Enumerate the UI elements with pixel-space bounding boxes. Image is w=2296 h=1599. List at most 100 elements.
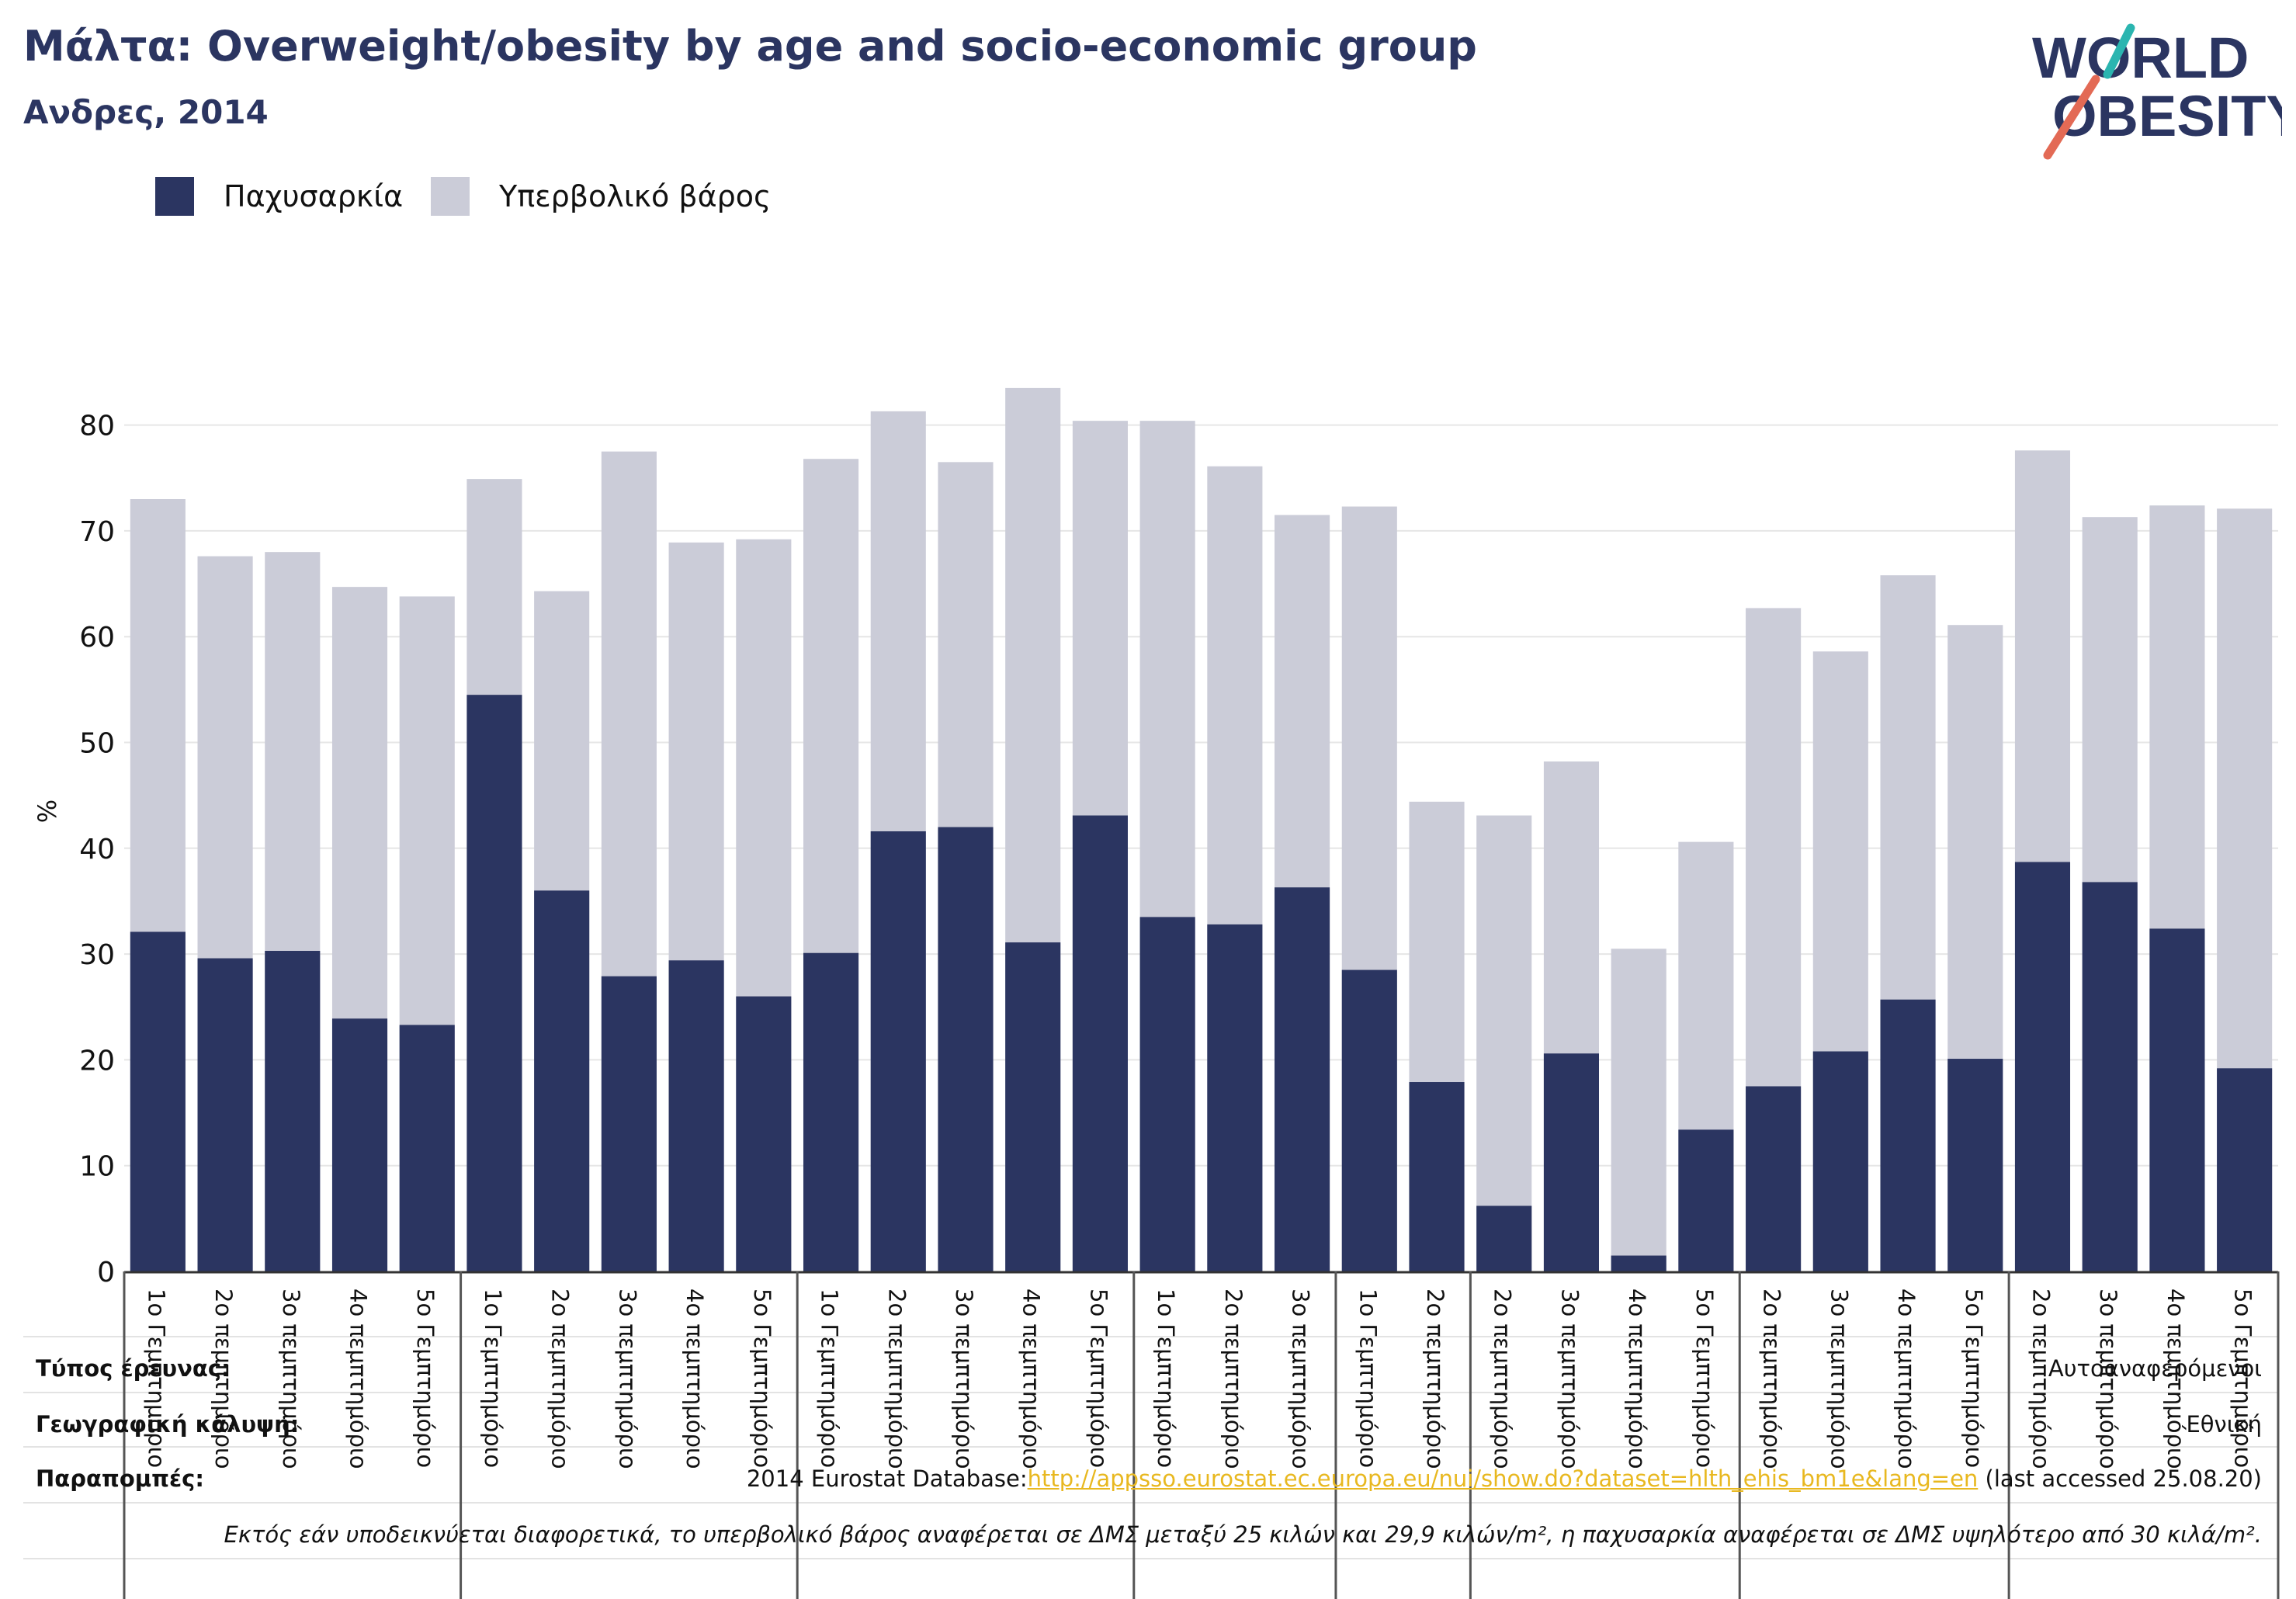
- references-value: 2014 Eurostat Database:http://appsso.eur…: [747, 1465, 2262, 1492]
- y-tick-label: 80: [79, 411, 115, 442]
- bar-obesity: [466, 695, 522, 1271]
- bar-obesity: [938, 827, 994, 1271]
- x-tick-label: 1ο Γεμπτημόριο: [1153, 1289, 1179, 1468]
- chart-title: Μάλτα: Overweight/obesity by age and soc…: [23, 22, 1477, 71]
- y-tick-label: 30: [79, 939, 115, 971]
- bar-obesity: [1072, 815, 1128, 1271]
- references-prefix: 2014 Eurostat Database:: [746, 1465, 1028, 1492]
- bar-obesity: [1947, 1059, 2003, 1271]
- x-tick-label: 4ο πεμπτημόριο: [1624, 1289, 1650, 1469]
- x-tick-label: 4ο πεμπτημόριο: [345, 1289, 372, 1469]
- x-tick-label: 5ο Γεμπτημόριο: [749, 1289, 775, 1468]
- bar-obesity: [2082, 882, 2138, 1271]
- bar-obesity: [130, 931, 186, 1271]
- world-obesity-logo: WORLD OBESITY: [2032, 23, 2282, 160]
- chart-subtitle: Ανδρες, 2014: [23, 93, 269, 131]
- x-tick-label: 3ο πεμπτημόριο: [1556, 1289, 1583, 1469]
- legend-label-overweight: Υπερβολικό βάρος: [499, 179, 772, 213]
- y-tick-label: 20: [79, 1045, 115, 1077]
- x-tick-label: 4ο πεμπτημόριο: [1018, 1289, 1045, 1469]
- bar-obesity: [1812, 1051, 1868, 1271]
- bar-obesity: [2014, 862, 2071, 1271]
- coverage-value: Εθνική: [2186, 1411, 2262, 1438]
- footer-survey-type: Τύπος έρευνας: Αυτοαναφερόμενοι: [0, 1343, 2296, 1397]
- x-tick-label: 1ο Γεμπτημόριο: [1354, 1289, 1381, 1468]
- x-tick-label: 5ο Γεμπτημόριο: [412, 1289, 439, 1468]
- x-tick-label: 3ο πεμπτημόριο: [614, 1289, 640, 1469]
- bar-obesity: [197, 958, 253, 1271]
- bar-obesity: [736, 996, 792, 1271]
- bar-obesity: [1746, 1086, 1802, 1271]
- bar-overweight: [1476, 815, 1532, 1271]
- y-tick-label: 70: [79, 516, 115, 548]
- x-tick-label: 5ο Γεμπτημόριο: [1961, 1289, 1987, 1468]
- x-tick-label: 2ο πεμπτημόριο: [1759, 1289, 1785, 1469]
- bar-obesity: [399, 1025, 455, 1271]
- x-tick-label: 3ο πεμπτημόριο: [1288, 1289, 1314, 1469]
- x-tick-label: 2ο πεμπτημόριο: [210, 1289, 237, 1469]
- bar-obesity: [668, 960, 724, 1271]
- x-tick-label: 3ο πεμπτημόριο: [1826, 1289, 1852, 1469]
- footer-references: Παραπομπές: 2014 Eurostat Database:http:…: [0, 1453, 2296, 1507]
- x-tick-label: 4ο πεμπτημόριο: [682, 1289, 708, 1469]
- x-tick-label: 4ο πεμπτημόριο: [2162, 1289, 2189, 1469]
- references-link[interactable]: http://appsso.eurostat.ec.europa.eu/nui/…: [1027, 1465, 1979, 1492]
- footer-coverage: Γεωγραφική κάλυψη: Εθνική: [0, 1399, 2296, 1453]
- survey-type-value: Αυτοαναφερόμενοι: [2048, 1355, 2262, 1382]
- x-tick-label: 2ο πεμπτημόριο: [547, 1289, 574, 1469]
- y-tick-label: 0: [97, 1257, 115, 1289]
- legend-label-obesity: Παχυσαρκία: [224, 179, 404, 213]
- y-tick-label: 50: [79, 728, 115, 760]
- x-tick-label: 2ο πεμπτημόριο: [883, 1289, 910, 1469]
- logo-slash-teal: [2103, 23, 2135, 79]
- x-tick-label: 2ο πεμπτημόριο: [2027, 1289, 2054, 1469]
- x-tick-label: 1ο Γεμπτημόριο: [143, 1289, 169, 1468]
- x-tick-label: 3ο πεμπτημόριο: [278, 1289, 304, 1469]
- bar-obesity: [2217, 1068, 2273, 1271]
- x-tick-label: 5ο Γεμπτημόριο: [2230, 1289, 2256, 1468]
- y-tick-label: 40: [79, 834, 115, 865]
- legend-swatch-obesity: [155, 177, 194, 216]
- references-suffix: (last accessed 25.08.20): [1978, 1465, 2263, 1492]
- y-tick-label: 60: [79, 622, 115, 654]
- bar-obesity: [1409, 1082, 1465, 1271]
- bar-obesity: [870, 831, 926, 1271]
- bar-obesity: [803, 952, 859, 1271]
- legend-item-obesity: Παχυσαρκία: [155, 177, 403, 216]
- y-axis-label: %: [33, 800, 62, 823]
- bar-obesity: [1341, 969, 1397, 1271]
- x-tick-label: 1ο Γεμπτημόριο: [480, 1289, 506, 1468]
- bar-obesity: [1275, 887, 1330, 1271]
- x-tick-label: 2ο πεμπτημόριο: [1490, 1289, 1516, 1469]
- x-tick-label: 2ο πεμπτημόριο: [1422, 1289, 1448, 1469]
- x-tick-label: 4ο πεμπτημόριο: [1893, 1289, 1920, 1469]
- x-tick-label: 1ο Γεμπτημόριο: [817, 1289, 843, 1468]
- bar-obesity: [601, 976, 657, 1271]
- x-tick-label: 5ο Γεμπτημόριο: [1691, 1289, 1718, 1468]
- bar-obesity: [331, 1018, 388, 1271]
- bar-overweight: [1611, 949, 1667, 1271]
- y-tick-label: 10: [79, 1151, 115, 1183]
- x-tick-label: 3ο πεμπτημόριο: [951, 1289, 977, 1469]
- survey-type-label: Τύπος έρευνας:: [36, 1355, 231, 1382]
- x-tick-label: 2ο πεμπτημόριο: [1220, 1289, 1247, 1469]
- bar-obesity: [265, 951, 321, 1271]
- logo-slash-coral: [2043, 75, 2100, 160]
- x-tick-label: 3ο πεμπτημόριο: [2095, 1289, 2121, 1469]
- bar-obesity: [1005, 942, 1061, 1271]
- bar-obesity: [1611, 1255, 1667, 1271]
- bar-obesity: [2149, 928, 2205, 1271]
- footer-note: Εκτός εάν υποδεικνύεται διαφορετικά, το …: [0, 1509, 2296, 1563]
- bar-obesity: [1678, 1129, 1734, 1271]
- bar-obesity: [1476, 1205, 1532, 1271]
- legend-swatch-overweight: [431, 177, 470, 216]
- legend-item-overweight: Υπερβολικό βάρος: [431, 177, 771, 216]
- bar-obesity: [534, 890, 590, 1271]
- bar-obesity: [1543, 1053, 1600, 1271]
- bar-obesity: [1207, 924, 1263, 1271]
- references-label: Παραπομπές:: [36, 1465, 204, 1492]
- logo-text-world: WORLD: [2032, 26, 2249, 90]
- coverage-label: Γεωγραφική κάλυψη:: [36, 1411, 300, 1438]
- bar-obesity: [1880, 999, 1936, 1271]
- bar-obesity: [1139, 917, 1195, 1271]
